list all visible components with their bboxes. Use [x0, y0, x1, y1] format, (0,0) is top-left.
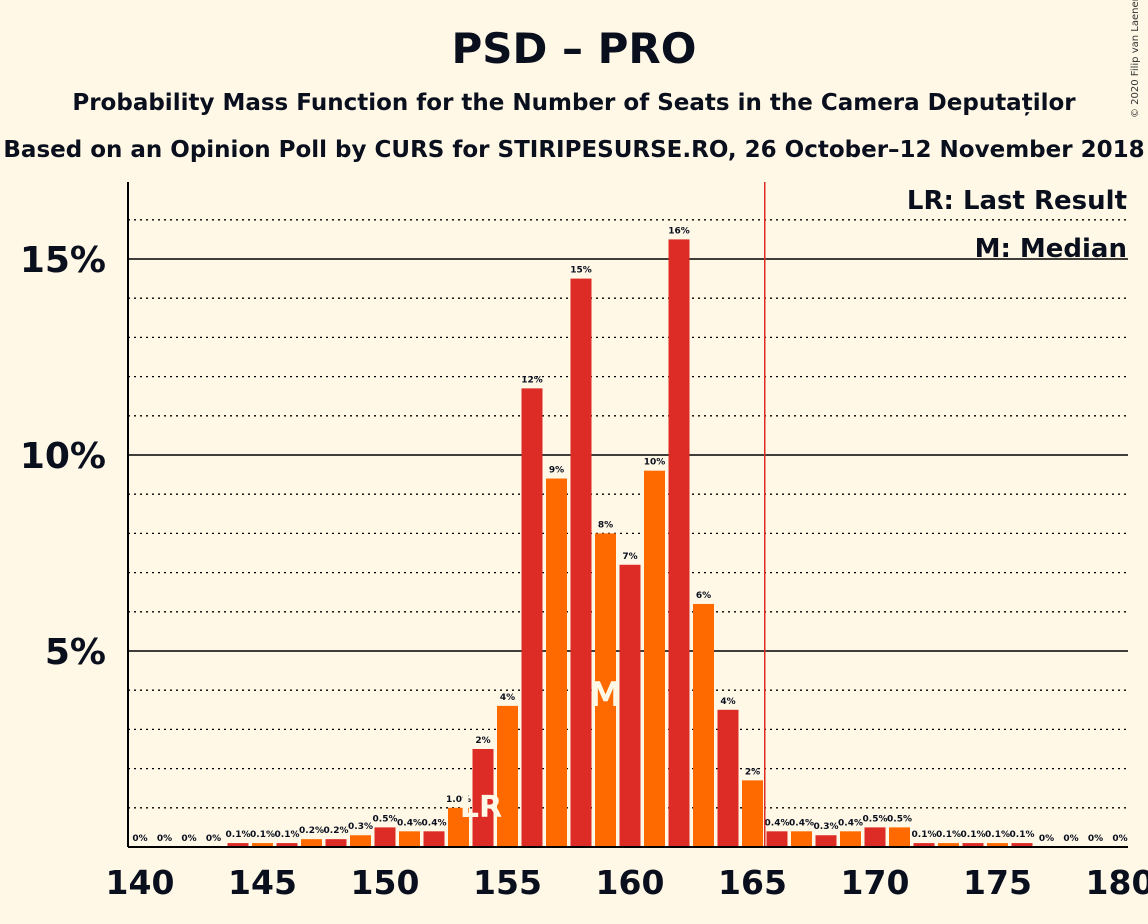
data-label-175: 0.1% [985, 830, 1010, 840]
data-label-152: 0.4% [422, 818, 447, 828]
data-label-176: 0.1% [1010, 830, 1035, 840]
x-tick-label: 165 [718, 863, 787, 902]
bar-149 [350, 835, 371, 847]
x-tick-label: 145 [228, 863, 297, 902]
data-label-144: 0.1% [226, 830, 251, 840]
bar-162 [668, 239, 690, 847]
x-tick-label: 160 [596, 863, 665, 902]
bar-168 [815, 835, 837, 847]
data-label-163: 6% [696, 591, 711, 601]
y-tick-label: 5% [45, 632, 106, 673]
bar-148 [325, 839, 347, 847]
bar-155 [497, 705, 518, 847]
data-label-179: 0% [1088, 834, 1103, 844]
bar-171 [889, 827, 910, 847]
bar-164 [717, 709, 739, 847]
bar-174 [962, 843, 984, 847]
bar-166 [766, 831, 788, 847]
data-label-164: 4% [720, 697, 735, 707]
bar-158 [570, 278, 592, 848]
bar-156 [521, 388, 543, 847]
legend-median: M: Median [975, 234, 1127, 264]
bar-169 [840, 831, 861, 847]
bar-159 [595, 533, 616, 847]
data-label-165: 2% [745, 767, 760, 777]
bar-145 [252, 843, 273, 847]
x-tick-label: 180 [1086, 863, 1148, 902]
y-tick-label: 15% [20, 240, 106, 281]
last-result-marker: LR [460, 790, 502, 825]
bar-161 [644, 470, 665, 847]
data-label-154: 2% [475, 736, 490, 746]
data-label-162: 16% [668, 226, 690, 236]
data-label-149: 0.3% [348, 822, 373, 832]
data-label-174: 0.1% [961, 830, 986, 840]
x-tick-label: 175 [963, 863, 1032, 902]
data-label-146: 0.1% [275, 830, 300, 840]
data-label-177: 0% [1039, 834, 1054, 844]
data-label-158: 15% [570, 266, 592, 276]
bar-147 [301, 839, 322, 847]
bar-157 [546, 478, 567, 847]
data-label-172: 0.1% [912, 830, 937, 840]
bar-160 [619, 564, 641, 847]
x-tick-label: 140 [106, 863, 175, 902]
bar-153 [448, 807, 469, 847]
bar-173 [938, 843, 959, 847]
bar-165 [742, 780, 763, 847]
chart-title: PSD – PRO [451, 24, 697, 73]
bar-146 [276, 843, 298, 847]
chart-subtitle: Probability Mass Function for the Number… [72, 90, 1076, 116]
data-label-156: 12% [521, 375, 543, 385]
x-tick-label: 170 [841, 863, 910, 902]
data-label-169: 0.4% [838, 818, 863, 828]
data-label-157: 9% [549, 466, 564, 476]
bar-163 [693, 603, 714, 847]
data-label-171: 0.5% [887, 814, 912, 824]
x-tick-label: 150 [351, 863, 420, 902]
data-label-143: 0% [206, 834, 221, 844]
chart-subtitle-source: Based on an Opinion Poll by CURS for STI… [3, 137, 1145, 163]
x-tick-label: 155 [473, 863, 542, 902]
bar-176 [1011, 843, 1033, 847]
data-label-180: 0% [1112, 834, 1127, 844]
y-tick-label: 10% [20, 436, 106, 477]
data-label-173: 0.1% [936, 830, 961, 840]
bar-152 [423, 831, 445, 847]
bar-170 [864, 827, 886, 847]
data-label-147: 0.2% [299, 826, 324, 836]
bar-167 [791, 831, 812, 847]
data-label-161: 10% [644, 458, 666, 468]
data-label-178: 0% [1063, 834, 1078, 844]
data-label-168: 0.3% [814, 822, 839, 832]
bar-154 [472, 749, 494, 847]
data-label-151: 0.4% [397, 818, 422, 828]
data-label-170: 0.5% [863, 814, 888, 824]
legend: LR: Last Result M: Median [907, 186, 1127, 264]
data-label-159: 8% [598, 520, 613, 530]
bar-172 [913, 843, 935, 847]
data-label-150: 0.5% [373, 814, 398, 824]
data-label-155: 4% [500, 693, 515, 703]
bar-144 [227, 843, 249, 847]
data-label-160: 7% [622, 552, 637, 562]
data-label-140: 0% [132, 834, 147, 844]
bar-151 [399, 831, 420, 847]
legend-last-result: LR: Last Result [907, 186, 1127, 216]
data-label-166: 0.4% [765, 818, 790, 828]
data-label-167: 0.4% [789, 818, 814, 828]
data-label-142: 0% [181, 834, 196, 844]
data-label-145: 0.1% [250, 830, 275, 840]
bar-175 [987, 843, 1008, 847]
median-marker: M [589, 675, 623, 715]
data-label-153: 1.0% [446, 795, 471, 805]
data-label-148: 0.2% [324, 826, 349, 836]
data-label-141: 0% [157, 834, 172, 844]
bar-150 [374, 827, 396, 847]
